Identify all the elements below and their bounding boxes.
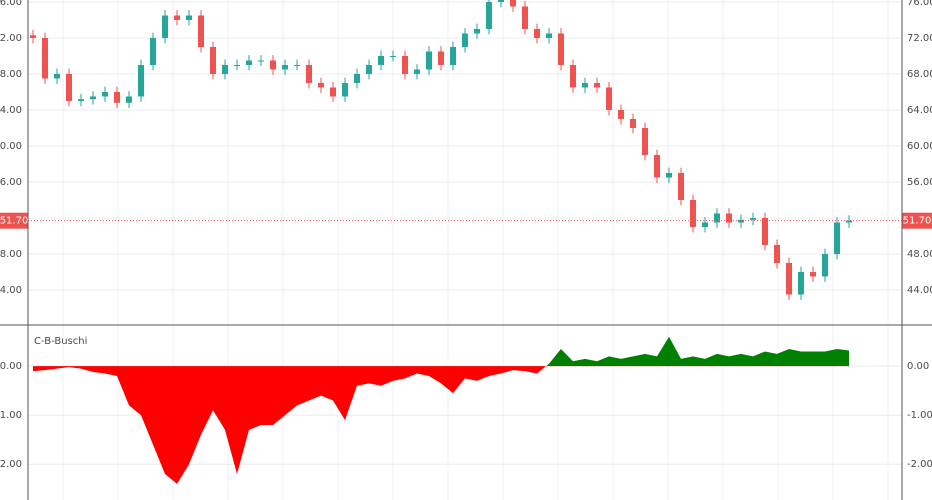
candle-body (786, 262, 792, 295)
candle-body (618, 109, 624, 119)
candle-body (486, 1, 492, 29)
y-tick-label: 64.00 (0, 105, 22, 116)
candle-body (750, 217, 756, 220)
candle-body (210, 46, 216, 74)
candle-body (726, 213, 732, 223)
y-tick-label-right: -1.00 (907, 410, 932, 421)
candle-body (66, 73, 72, 101)
candle-body (42, 37, 48, 79)
y-tick-label: 72.00 (0, 33, 22, 44)
candle-body (174, 15, 180, 20)
candle-body (642, 127, 648, 155)
y-tick-label: 44.00 (0, 285, 22, 296)
candle-body (390, 55, 396, 57)
candle-body (474, 28, 480, 34)
candle-body (810, 271, 816, 277)
price-label-bg (0, 212, 28, 229)
candle-body (570, 64, 576, 88)
y-tick-label: 56.00 (0, 177, 22, 188)
candle-body (798, 271, 804, 295)
y-tick-label: -1.00 (0, 410, 22, 421)
price-label: 51.70 (0, 216, 28, 227)
candle-body (846, 220, 852, 223)
indicator-title: C-B-Buschi (34, 336, 87, 347)
candle-body (198, 15, 204, 47)
candle-body (246, 60, 252, 65)
candle-body (594, 82, 600, 88)
candle-body (162, 15, 168, 38)
candle-body (426, 51, 432, 70)
y-tick-label-right: 0.00 (907, 361, 929, 372)
candle-body (306, 64, 312, 83)
candle-body (150, 37, 156, 65)
candle-body (774, 244, 780, 263)
y-tick-label: -2.00 (0, 459, 22, 470)
candle-body (138, 64, 144, 97)
candle-body (702, 222, 708, 227)
negative-area (33, 366, 849, 484)
candle-body (294, 64, 300, 66)
candle-body (414, 69, 420, 74)
y-tick-label: 48.00 (0, 249, 22, 260)
candle-body (126, 96, 132, 103)
candle-body (234, 64, 240, 66)
candle-body (678, 172, 684, 200)
y-tick-label-right: -2.00 (907, 459, 932, 470)
candle-body (510, 0, 516, 7)
y-tick-label-right: 60.00 (907, 141, 932, 152)
y-tick-label-right: 76.00 (907, 0, 932, 8)
candle-body (822, 253, 828, 277)
candle-body (762, 217, 768, 245)
candle-body (90, 96, 96, 100)
candle-body (834, 222, 840, 254)
candle-body (666, 172, 672, 178)
candle-body (498, 0, 504, 2)
candle-body (270, 60, 276, 70)
y-tick-label: 60.00 (0, 141, 22, 152)
price-label-right: 51.70 (903, 216, 932, 227)
y-tick-label-right: 64.00 (907, 105, 932, 116)
candle-body (30, 35, 36, 38)
candle-body (738, 219, 744, 223)
y-tick-label: 68.00 (0, 69, 22, 80)
candle-body (690, 199, 696, 227)
candle-body (330, 87, 336, 97)
candle-body (534, 28, 540, 38)
price-label-bg-right (902, 212, 932, 229)
y-tick-label-right: 56.00 (907, 177, 932, 188)
candle-body (462, 33, 468, 47)
candle-body (102, 91, 108, 97)
candle-body (222, 64, 228, 74)
candle-body (114, 91, 120, 103)
candle-body (258, 60, 264, 62)
y-tick-label-right: 48.00 (907, 249, 932, 260)
candle-body (378, 55, 384, 65)
candle-body (606, 87, 612, 110)
candle-body (354, 73, 360, 83)
candle-body (714, 213, 720, 223)
positive-area (546, 336, 849, 366)
candle-body (630, 118, 636, 128)
candle-body (318, 82, 324, 88)
candle-body (546, 33, 552, 38)
candle-body (522, 6, 528, 29)
candle-body (78, 99, 84, 101)
candle-body (654, 154, 660, 178)
candle-body (54, 73, 60, 79)
candle-body (282, 64, 288, 70)
y-tick-label-right: 72.00 (907, 33, 932, 44)
candle-body (186, 15, 192, 20)
candle-body (558, 33, 564, 65)
candle-body (438, 51, 444, 65)
candle-body (450, 46, 456, 65)
y-tick-label-right: 44.00 (907, 285, 932, 296)
y-tick-label: 0.00 (0, 361, 22, 372)
candle-body (402, 55, 408, 74)
candle-body (582, 82, 588, 88)
y-tick-label-right: 68.00 (907, 69, 932, 80)
candle-body (366, 64, 372, 74)
candle-body (342, 82, 348, 97)
y-tick-label: 76.00 (0, 0, 22, 8)
